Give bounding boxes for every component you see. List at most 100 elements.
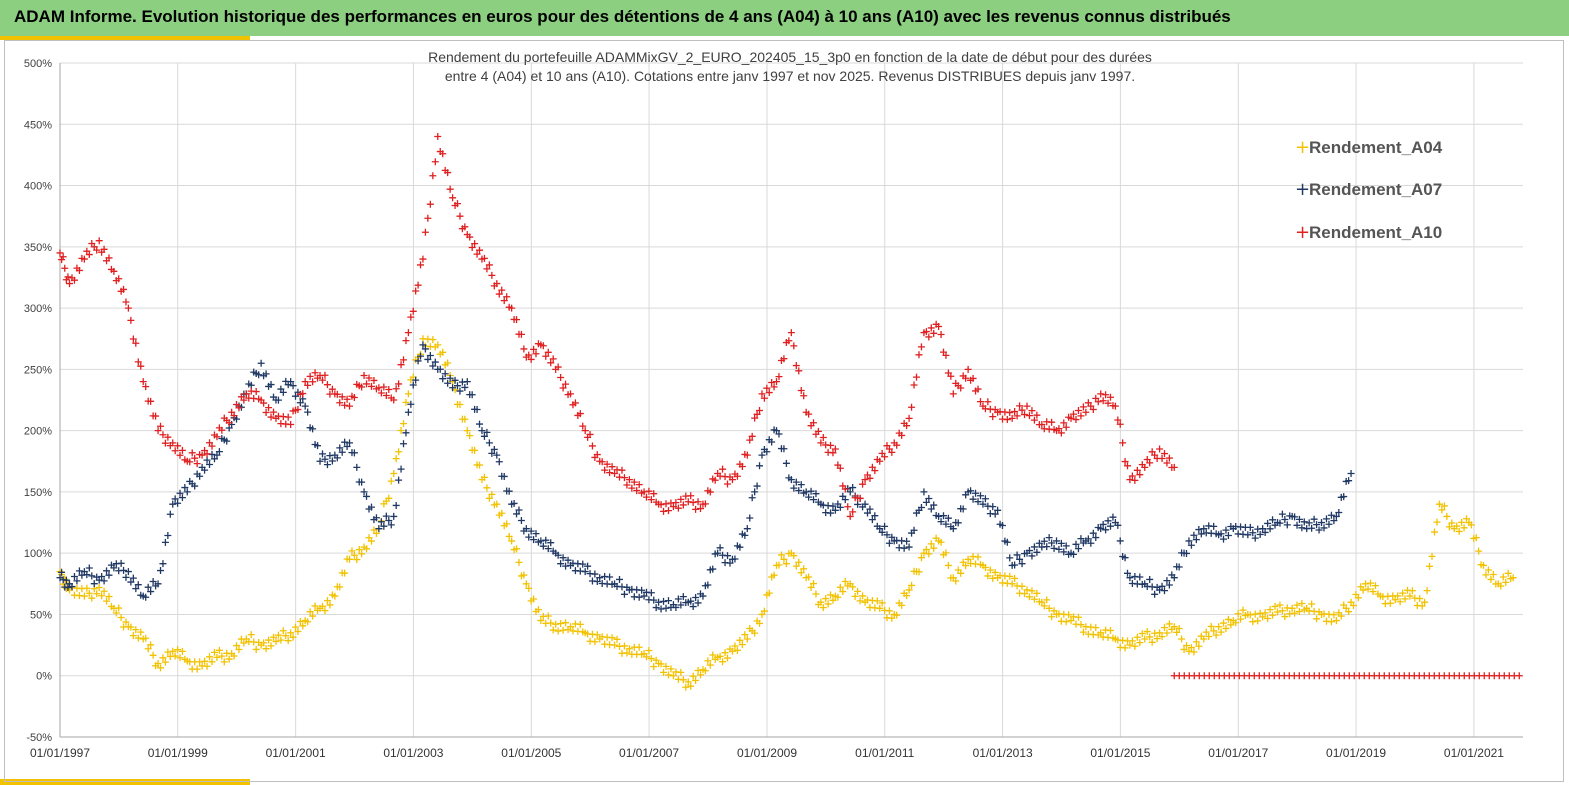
point-rendement-a04 <box>267 642 275 650</box>
point-rendement-a04 <box>240 639 248 647</box>
point-rendement-a10 <box>1033 411 1041 419</box>
point-rendement-a07 <box>1107 522 1114 530</box>
point-rendement-a10 <box>284 413 292 421</box>
point-rendement-a04 <box>964 555 972 563</box>
point-rendement-a10 <box>1062 423 1070 431</box>
point-rendement-a04 <box>1092 624 1100 632</box>
point-rendement-a04 <box>1138 630 1146 638</box>
point-rendement-a04 <box>1207 622 1215 630</box>
point-rendement-a10 <box>1055 425 1063 433</box>
point-rendement-a10 <box>677 495 685 503</box>
point-rendement-a10 <box>56 249 64 257</box>
point-rendement-a04 <box>623 649 631 657</box>
point-rendement-a04 <box>1040 602 1048 610</box>
point-rendement-a04 <box>1033 589 1041 597</box>
point-rendement-a07 <box>868 516 876 524</box>
point-rendement-a10 <box>446 185 454 193</box>
point-rendement-a04 <box>1391 596 1399 604</box>
point-rendement-a04 <box>1065 611 1073 619</box>
point-rendement-a04 <box>1467 521 1475 529</box>
point-rendement-a04 <box>822 595 830 603</box>
point-rendement-a10 <box>817 439 825 447</box>
point-rendement-a07 <box>1006 554 1014 562</box>
point-rendement-a04 <box>444 359 452 367</box>
point-rendement-a07 <box>1048 539 1056 547</box>
point-rendement-a04 <box>1509 574 1517 582</box>
point-rendement-a10 <box>1111 402 1119 410</box>
point-rendement-a07 <box>166 510 174 518</box>
point-rendement-a07 <box>1315 526 1323 534</box>
point-rendement-a04 <box>554 627 562 635</box>
point-rendement-a04 <box>1165 620 1173 628</box>
point-rendement-a04 <box>1028 587 1036 595</box>
point-rendement-a04 <box>178 647 186 655</box>
point-rendement-a10 <box>309 378 317 386</box>
point-rendement-a10 <box>650 490 658 498</box>
point-rendement-a04 <box>841 578 849 586</box>
point-rendement-a07 <box>1043 543 1051 551</box>
point-rendement-a04 <box>1232 619 1240 627</box>
point-rendement-a04 <box>1128 637 1136 645</box>
point-rendement-a04 <box>1180 645 1188 653</box>
point-rendement-a07 <box>795 487 803 495</box>
point-rendement-a10 <box>976 398 984 406</box>
point-rendement-a07 <box>748 494 756 502</box>
point-rendement-a07 <box>85 564 93 572</box>
point-rendement-a10 <box>456 212 464 220</box>
point-rendement-a04 <box>1448 519 1456 527</box>
point-rendement-a04 <box>149 651 157 659</box>
point-rendement-a04 <box>1062 618 1070 626</box>
point-rendement-a07 <box>527 527 535 535</box>
point-rendement-a07 <box>309 425 317 433</box>
point-rendement-a07 <box>95 576 103 584</box>
point-rendement-a07 <box>775 430 783 438</box>
point-rendement-a10 <box>1128 472 1136 480</box>
point-rendement-a10 <box>390 396 398 404</box>
point-rendement-a04 <box>741 631 749 639</box>
point-rendement-a04 <box>129 632 137 640</box>
point-rendement-a04 <box>304 618 312 626</box>
point-rendement-a04 <box>1210 627 1218 635</box>
point-rendement-a04 <box>669 672 677 680</box>
point-rendement-a10 <box>724 480 732 488</box>
point-rendement-a04 <box>220 658 228 666</box>
point-rendement-a04 <box>836 583 844 591</box>
point-rendement-a04 <box>493 500 501 508</box>
point-rendement-a07 <box>724 552 732 560</box>
point-rendement-a07 <box>476 420 484 428</box>
point-rendement-a04 <box>513 545 521 553</box>
point-rendement-a07 <box>1259 525 1267 533</box>
point-rendement-a04 <box>645 647 653 655</box>
point-rendement-a07 <box>635 593 643 601</box>
point-rendement-a07 <box>421 345 429 353</box>
point-rendement-a04 <box>1205 632 1213 640</box>
point-rendement-a10 <box>1016 402 1024 410</box>
point-rendement-a10 <box>66 280 74 288</box>
point-rendement-a04 <box>888 614 896 622</box>
point-rendement-a07 <box>1330 517 1338 525</box>
point-rendement-a07 <box>944 514 952 522</box>
point-rendement-a07 <box>900 544 908 552</box>
point-rendement-a07 <box>1016 555 1024 563</box>
point-rendement-a07 <box>431 358 439 366</box>
point-rendement-a04 <box>942 549 950 557</box>
point-rendement-a10 <box>503 293 511 301</box>
point-rendement-a07 <box>142 593 150 601</box>
point-rendement-a10 <box>124 304 132 312</box>
point-rendement-a04 <box>797 569 805 577</box>
point-rendement-a04 <box>1131 642 1139 650</box>
point-rendement-a07 <box>176 489 184 497</box>
point-rendement-a07 <box>1320 524 1328 532</box>
point-rendement-a04 <box>311 602 319 610</box>
point-rendement-a10 <box>738 463 746 471</box>
point-rendement-a04 <box>1276 601 1284 609</box>
point-rendement-a07 <box>650 596 658 604</box>
point-rendement-a10 <box>743 451 751 459</box>
point-rendement-a07 <box>392 501 400 509</box>
scatter-chart: -50% 0% 50% 100% 150% 200% 250% 300% 350% 400% 450… <box>24 49 1523 760</box>
point-rendement-a10 <box>915 351 923 359</box>
point-rendement-a04 <box>1487 575 1495 583</box>
point-rendement-a10 <box>593 451 601 459</box>
point-rendement-a07 <box>694 599 702 607</box>
point-rendement-a10 <box>449 194 457 202</box>
